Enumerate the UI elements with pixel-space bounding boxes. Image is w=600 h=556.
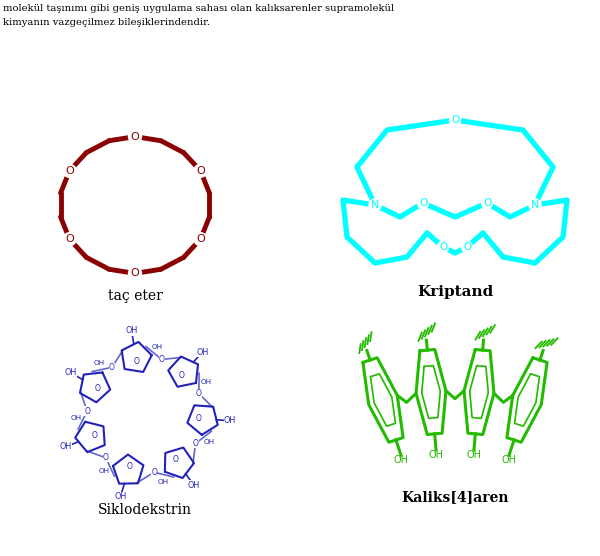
Text: Kaliks[4]aren: Kaliks[4]aren xyxy=(401,490,509,504)
Text: O: O xyxy=(193,439,199,448)
Circle shape xyxy=(482,197,493,208)
Circle shape xyxy=(63,233,76,246)
Text: OH: OH xyxy=(94,360,105,366)
Circle shape xyxy=(437,241,449,252)
Circle shape xyxy=(369,199,381,211)
Text: O: O xyxy=(483,198,491,208)
Text: O: O xyxy=(178,371,184,380)
Text: O: O xyxy=(419,198,427,208)
Text: O: O xyxy=(159,355,164,364)
Text: Siklodekstrin: Siklodekstrin xyxy=(98,503,192,517)
Text: molekül taşınımı gibi geniş uygulama sahası olan kalıksarenler supramolekül: molekül taşınımı gibi geniş uygulama sah… xyxy=(3,4,394,13)
Text: OH: OH xyxy=(187,480,200,489)
Text: OH: OH xyxy=(99,468,110,474)
Text: O: O xyxy=(196,414,202,423)
Text: O: O xyxy=(95,384,101,393)
Text: OH: OH xyxy=(125,326,138,335)
Text: O: O xyxy=(196,166,205,176)
Circle shape xyxy=(194,165,207,177)
Text: OH: OH xyxy=(60,442,72,451)
Circle shape xyxy=(194,233,207,246)
Text: O: O xyxy=(131,132,139,142)
Text: O: O xyxy=(196,234,205,244)
Circle shape xyxy=(63,165,76,177)
Text: O: O xyxy=(65,234,74,244)
Text: OH: OH xyxy=(394,455,409,465)
Text: O: O xyxy=(451,115,459,125)
Text: OH: OH xyxy=(115,492,127,501)
Text: O: O xyxy=(463,242,471,252)
Text: OH: OH xyxy=(502,455,517,465)
Text: O: O xyxy=(65,166,74,176)
Circle shape xyxy=(128,267,142,280)
Text: N: N xyxy=(371,200,379,210)
Circle shape xyxy=(461,241,473,252)
Text: taç eter: taç eter xyxy=(107,289,163,303)
Text: O: O xyxy=(151,468,157,477)
Circle shape xyxy=(529,199,541,211)
Text: O: O xyxy=(103,453,109,462)
Text: OH: OH xyxy=(152,344,163,350)
Text: Kriptand: Kriptand xyxy=(417,285,493,299)
Text: O: O xyxy=(173,455,179,464)
Text: O: O xyxy=(134,357,139,366)
Text: OH: OH xyxy=(200,379,212,385)
Text: OH: OH xyxy=(158,479,169,485)
Circle shape xyxy=(449,115,461,126)
Circle shape xyxy=(418,197,428,208)
Text: O: O xyxy=(127,462,133,471)
Text: OH: OH xyxy=(466,450,481,460)
Text: OH: OH xyxy=(70,415,82,421)
Text: OH: OH xyxy=(224,416,236,425)
Text: OH: OH xyxy=(428,450,443,460)
Text: N: N xyxy=(531,200,539,210)
Text: OH: OH xyxy=(203,439,214,445)
Text: O: O xyxy=(196,389,202,398)
Text: O: O xyxy=(92,430,98,440)
Text: O: O xyxy=(109,363,115,372)
Text: O: O xyxy=(439,242,447,252)
Text: OH: OH xyxy=(196,348,209,356)
Text: O: O xyxy=(84,406,90,415)
Text: kimyanın vazgeçilmez bileşiklerindendir.: kimyanın vazgeçilmez bileşiklerindendir. xyxy=(3,18,210,27)
Text: O: O xyxy=(131,269,139,279)
Circle shape xyxy=(128,130,142,143)
Text: OH: OH xyxy=(65,369,77,378)
